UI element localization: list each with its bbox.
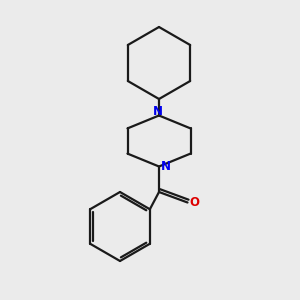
Text: N: N [160, 160, 171, 173]
Text: N: N [152, 105, 163, 119]
Text: O: O [189, 196, 199, 209]
